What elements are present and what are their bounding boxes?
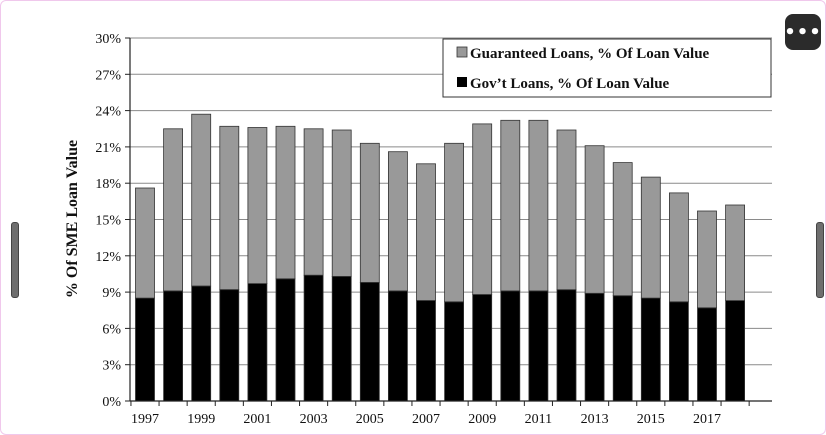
y-tick-label: 6% [102,322,121,337]
bar-segment-guaranteed-loans [669,192,689,303]
bar-segment-govt-loans [556,289,577,402]
x-tick-label: 2003 [300,412,328,427]
bar-segment-govt-loans [303,274,324,402]
x-tick-label: 1997 [131,412,159,427]
y-tick-label: 18% [95,177,121,192]
y-tick-label: 9% [102,286,121,301]
x-tick-labels: 1997 1999 2001 2003 2005 2007 2009 2011 2013 2015… [131,412,721,427]
y-tick-label: 15% [95,214,121,229]
bar-segment-govt-loans [359,281,380,402]
bar-segment-govt-loans [528,290,549,402]
bar-segment-govt-loans [163,290,184,402]
bar-segment-guaranteed-loans [247,127,268,285]
legend-swatch-govt [457,77,467,87]
bar-segment-govt-loans [640,297,661,402]
x-tick-label: 2015 [637,412,665,427]
y-tick-label: 12% [95,250,121,265]
bar-segment-guaranteed-loans [472,123,493,295]
legend: Guaranteed Loans, % Of Loan Value Gov’t … [442,38,772,98]
bar-segment-govt-loans [612,295,633,402]
bar-segment-govt-loans [247,283,268,402]
bar-segment-guaranteed-loans [444,142,465,303]
more-options-button[interactable]: ••• [784,14,821,50]
x-tick-label: 2007 [412,412,440,427]
x-tick-label: 2013 [581,412,609,427]
bar-segment-guaranteed-loans [163,128,184,292]
y-tick-label: 27% [95,68,121,83]
x-tick-label: 2017 [693,412,721,427]
bar-segment-guaranteed-loans [303,128,324,276]
bars [135,113,745,402]
x-tick-label: 2001 [243,412,271,427]
bar-segment-guaranteed-loans [612,162,633,297]
y-tick-label: 3% [102,359,121,374]
bar-segment-guaranteed-loans [556,129,577,291]
bar-segment-guaranteed-loans [135,187,155,299]
bar-segment-guaranteed-loans [191,113,212,287]
bar-segment-govt-loans [191,285,212,402]
axes [125,37,772,406]
bar-segment-govt-loans [584,292,605,402]
bar-segment-guaranteed-loans [528,119,549,292]
y-tick-labels: 0% 3% 6% 9% 12% 15% 18% 21% 24% 27% 30% [95,32,121,410]
bar-segment-guaranteed-loans [219,125,240,291]
bar-segment-govt-loans [387,290,408,402]
legend-swatch-guaranteed [456,46,468,58]
bar-segment-guaranteed-loans [584,145,605,294]
bar-segment-guaranteed-loans [359,142,380,283]
bar-segment-govt-loans [331,275,352,402]
y-tick-label: 24% [95,105,121,120]
bar-segment-govt-loans [669,301,689,402]
legend-box [442,38,772,98]
y-axis-label: % Of SME Loan Value [64,140,81,298]
bar-segment-govt-loans [416,300,436,402]
bar-segment-guaranteed-loans [275,125,296,280]
bar-segment-guaranteed-loans [725,204,745,301]
bar-segment-govt-loans [135,297,155,402]
bar-segment-govt-loans [275,278,296,402]
legend-label-guaranteed: Guaranteed Loans, % Of Loan Value [470,46,710,62]
x-tick-label: 2009 [468,412,496,427]
legend-label-govt: Gov’t Loans, % Of Loan Value [470,76,670,92]
bar-segment-govt-loans [219,289,240,402]
bar-segment-guaranteed-loans [416,163,436,301]
bar-segment-govt-loans [500,290,521,402]
bar-segment-govt-loans [472,294,493,402]
bar-segment-govt-loans [725,300,745,402]
next-image-handle[interactable] [816,222,824,298]
x-tick-label: 2005 [356,412,384,427]
bar-segment-guaranteed-loans [387,151,408,292]
bar-segment-guaranteed-loans [331,129,352,277]
bar-segment-guaranteed-loans [697,210,717,309]
y-tick-label: 21% [95,141,121,156]
bar-segment-guaranteed-loans [640,176,661,299]
y-tick-label: 0% [102,395,121,410]
y-tick-label: 30% [95,32,121,47]
bar-segment-govt-loans [444,301,465,402]
previous-image-handle[interactable] [11,222,19,298]
bar-segment-govt-loans [697,307,717,402]
bar-segment-guaranteed-loans [500,119,521,292]
x-tick-label: 2011 [525,412,552,427]
x-tick-label: 1999 [187,412,215,427]
